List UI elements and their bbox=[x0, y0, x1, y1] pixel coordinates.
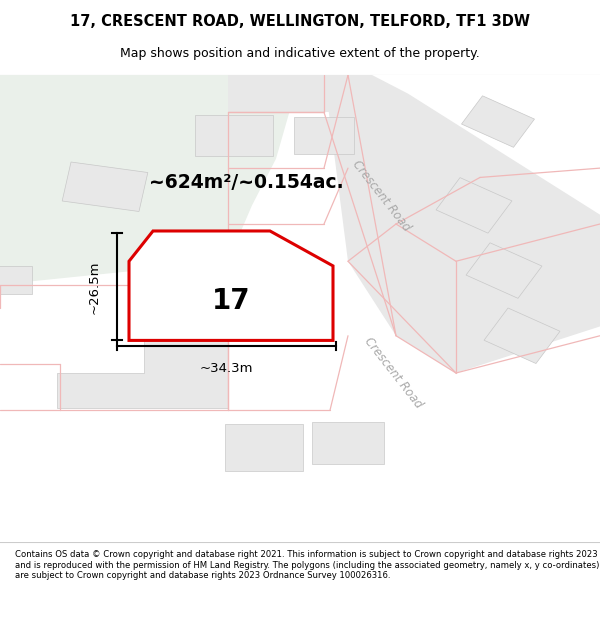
Polygon shape bbox=[62, 162, 148, 211]
Polygon shape bbox=[0, 75, 300, 284]
Text: 17, CRESCENT ROAD, WELLINGTON, TELFORD, TF1 3DW: 17, CRESCENT ROAD, WELLINGTON, TELFORD, … bbox=[70, 14, 530, 29]
Text: Contains OS data © Crown copyright and database right 2021. This information is : Contains OS data © Crown copyright and d… bbox=[15, 550, 599, 580]
Text: Crescent Road: Crescent Road bbox=[349, 158, 413, 234]
Text: ~26.5m: ~26.5m bbox=[88, 260, 101, 314]
Text: Map shows position and indicative extent of the property.: Map shows position and indicative extent… bbox=[120, 48, 480, 61]
Polygon shape bbox=[436, 177, 512, 233]
Polygon shape bbox=[466, 242, 542, 298]
Text: ~34.3m: ~34.3m bbox=[200, 362, 253, 375]
Polygon shape bbox=[312, 422, 384, 464]
Polygon shape bbox=[228, 75, 372, 112]
Polygon shape bbox=[324, 75, 600, 373]
Polygon shape bbox=[0, 266, 32, 294]
Polygon shape bbox=[461, 96, 535, 148]
Polygon shape bbox=[57, 333, 228, 408]
Text: 17: 17 bbox=[212, 287, 250, 315]
Polygon shape bbox=[484, 308, 560, 364]
Text: ~624m²/~0.154ac.: ~624m²/~0.154ac. bbox=[149, 173, 343, 192]
Polygon shape bbox=[129, 231, 333, 341]
Polygon shape bbox=[210, 282, 288, 329]
Polygon shape bbox=[195, 114, 273, 156]
Text: Crescent Road: Crescent Road bbox=[361, 335, 425, 411]
Polygon shape bbox=[294, 117, 354, 154]
Polygon shape bbox=[225, 424, 303, 471]
